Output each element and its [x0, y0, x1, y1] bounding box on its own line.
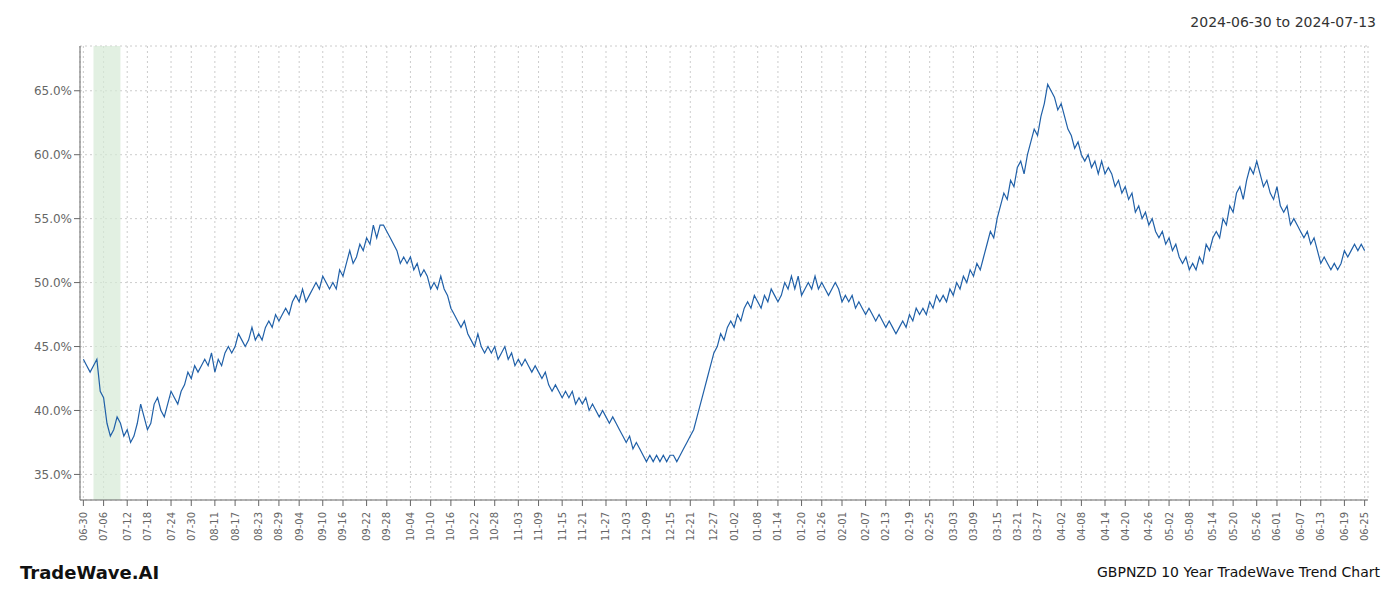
- svg-text:03-15: 03-15: [992, 512, 1003, 541]
- svg-text:04-02: 04-02: [1056, 512, 1067, 541]
- svg-text:02-25: 02-25: [924, 512, 935, 541]
- svg-text:06-07: 06-07: [1295, 512, 1306, 541]
- svg-text:06-30: 06-30: [78, 512, 89, 541]
- svg-text:03-09: 03-09: [968, 512, 979, 541]
- svg-text:01-14: 01-14: [772, 512, 783, 541]
- svg-text:09-22: 09-22: [361, 512, 372, 541]
- svg-text:12-03: 12-03: [621, 512, 632, 541]
- svg-text:55.0%: 55.0%: [34, 212, 72, 226]
- svg-text:05-02: 05-02: [1164, 512, 1175, 541]
- html-text:GBPNZD 10 Year TradeWave Trend: GBPNZD 10 Year TradeWave Trend Chart: [1097, 564, 1380, 580]
- svg-text:09-10: 09-10: [317, 512, 328, 541]
- svg-text:05-08: 05-08: [1184, 512, 1195, 541]
- svg-text:04-20: 04-20: [1120, 512, 1131, 541]
- svg-text:10-16: 10-16: [445, 512, 456, 541]
- svg-text:01-02: 01-02: [729, 512, 740, 541]
- svg-text:07-06: 07-06: [98, 512, 109, 541]
- svg-text:11-27: 11-27: [600, 512, 611, 541]
- svg-text:07-12: 07-12: [122, 512, 133, 541]
- html-text:2024-06-30 to 2024-07-13: 2024-06-30 to 2024-07-13: [1190, 14, 1376, 30]
- html-text:TradeWave.AI: TradeWave.AI: [20, 561, 160, 583]
- svg-text:10-04: 10-04: [405, 512, 416, 541]
- svg-text:08-29: 08-29: [273, 512, 284, 541]
- svg-text:65.0%: 65.0%: [34, 84, 72, 98]
- svg-text:12-27: 12-27: [708, 512, 719, 541]
- svg-text:03-03: 03-03: [948, 512, 959, 541]
- svg-text:01-20: 01-20: [796, 512, 807, 541]
- svg-text:11-03: 11-03: [513, 512, 524, 541]
- svg-text:11-21: 11-21: [577, 512, 588, 541]
- svg-text:12-09: 12-09: [641, 512, 652, 541]
- svg-text:12-21: 12-21: [685, 512, 696, 541]
- svg-text:08-23: 08-23: [253, 512, 264, 541]
- svg-text:10-28: 10-28: [489, 512, 500, 541]
- svg-text:05-26: 05-26: [1251, 512, 1262, 541]
- svg-text:40.0%: 40.0%: [34, 404, 72, 418]
- svg-text:07-18: 07-18: [142, 512, 153, 541]
- svg-text:07-30: 07-30: [186, 512, 197, 541]
- svg-text:09-04: 09-04: [294, 512, 305, 541]
- svg-text:02-13: 02-13: [880, 512, 891, 541]
- svg-text:07-24: 07-24: [166, 512, 177, 541]
- svg-text:06-25: 06-25: [1359, 512, 1370, 541]
- svg-text:02-19: 02-19: [904, 512, 915, 541]
- svg-text:11-15: 11-15: [557, 512, 568, 541]
- svg-text:45.0%: 45.0%: [34, 340, 72, 354]
- svg-text:03-27: 03-27: [1032, 512, 1043, 541]
- svg-text:08-11: 08-11: [209, 512, 220, 541]
- svg-text:09-28: 09-28: [381, 512, 392, 541]
- svg-text:06-19: 06-19: [1339, 512, 1350, 541]
- svg-text:01-26: 01-26: [816, 512, 827, 541]
- svg-text:35.0%: 35.0%: [34, 468, 72, 482]
- svg-text:04-14: 04-14: [1100, 512, 1111, 541]
- svg-text:50.0%: 50.0%: [34, 276, 72, 290]
- svg-text:06-13: 06-13: [1315, 512, 1326, 541]
- svg-text:02-01: 02-01: [837, 512, 848, 541]
- svg-text:10-10: 10-10: [425, 512, 436, 541]
- svg-text:02-07: 02-07: [860, 512, 871, 541]
- svg-text:05-14: 05-14: [1207, 512, 1218, 541]
- svg-text:06-01: 06-01: [1271, 512, 1282, 541]
- svg-text:04-08: 04-08: [1076, 512, 1087, 541]
- svg-text:03-21: 03-21: [1012, 512, 1023, 541]
- svg-text:01-08: 01-08: [752, 512, 763, 541]
- svg-text:60.0%: 60.0%: [34, 148, 72, 162]
- svg-text:11-09: 11-09: [533, 512, 544, 541]
- svg-text:09-16: 09-16: [337, 512, 348, 541]
- svg-text:05-20: 05-20: [1228, 512, 1239, 541]
- svg-text:10-22: 10-22: [469, 512, 480, 541]
- svg-text:08-17: 08-17: [230, 512, 241, 541]
- svg-text:12-15: 12-15: [665, 512, 676, 541]
- svg-text:04-26: 04-26: [1143, 512, 1154, 541]
